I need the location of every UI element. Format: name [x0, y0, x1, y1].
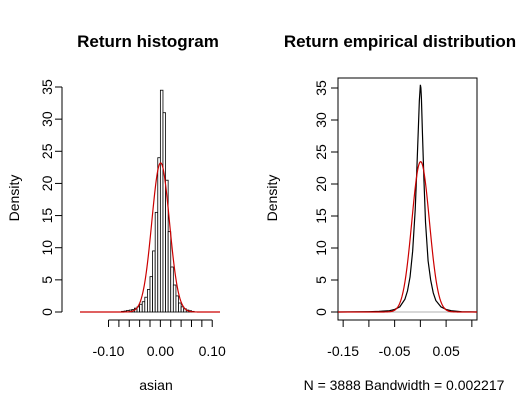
histogram-y-tick-label: 35: [39, 79, 55, 95]
histogram-x-axis: -0.10 0.00 0.10: [93, 319, 226, 359]
density-y-tick-label: 35: [313, 80, 329, 96]
density-y-tick-label: 20: [313, 176, 329, 192]
histogram-x-axis-label: asian: [139, 377, 172, 393]
histogram-bars: [121, 89, 195, 313]
histogram-y-tick-label: 25: [39, 143, 55, 159]
histogram-title: Return histogram: [77, 32, 219, 51]
histogram-y-tick-label: 0: [39, 308, 55, 316]
density-x-axis: -0.15 -0.05 0.05: [327, 320, 473, 359]
density-y-tick-label: 15: [313, 208, 329, 224]
density-y-axis-label: Density: [264, 175, 280, 222]
histogram-x-tick-label: 0.10: [199, 343, 226, 359]
density-x-tick-label: -0.05: [379, 343, 411, 359]
histogram-y-tick-label: 5: [39, 276, 55, 284]
histogram-x-tick-label: -0.10: [93, 343, 125, 359]
histogram-x-tick-label: 0.00: [147, 343, 174, 359]
density-y-tick-label: 30: [313, 112, 329, 128]
density-title: Return empirical distribution: [284, 32, 516, 51]
density-x-axis-label: N = 3888 Bandwidth = 0.002217: [304, 377, 505, 393]
histogram-y-tick-label: 15: [39, 208, 55, 224]
density-kernel-line: [337, 84, 478, 313]
density-y-axis: 0 5 10 15 20 25 30 35: [313, 80, 338, 316]
density-y-tick-label: 5: [313, 276, 329, 284]
density-lines: [337, 84, 478, 313]
histogram-y-tick-label: 20: [39, 175, 55, 191]
histogram-normal-curve: [80, 162, 220, 313]
density-x-tick-label: -0.15: [327, 343, 359, 359]
histogram-y-tick-label: 30: [39, 111, 55, 127]
density-y-tick-label: 0: [313, 308, 329, 316]
histogram-y-axis: 0 5 10 15 20 25 30 35: [39, 79, 63, 316]
density-normal-line: [338, 161, 477, 313]
histogram-density-curve-group: [80, 162, 220, 313]
density-y-tick-label: 25: [313, 144, 329, 160]
density-panel: Return empirical distribution N = 3888 B…: [264, 32, 516, 393]
density-plot-box: [337, 77, 478, 321]
histogram-y-tick-label: 10: [39, 240, 55, 256]
density-y-tick-label: 10: [313, 240, 329, 256]
density-x-tick-label: 0.05: [432, 343, 459, 359]
histogram-panel: Return histogram asian Density 0 5 10 15 20 2…: [6, 32, 226, 393]
histogram-y-axis-label: Density: [6, 175, 22, 222]
